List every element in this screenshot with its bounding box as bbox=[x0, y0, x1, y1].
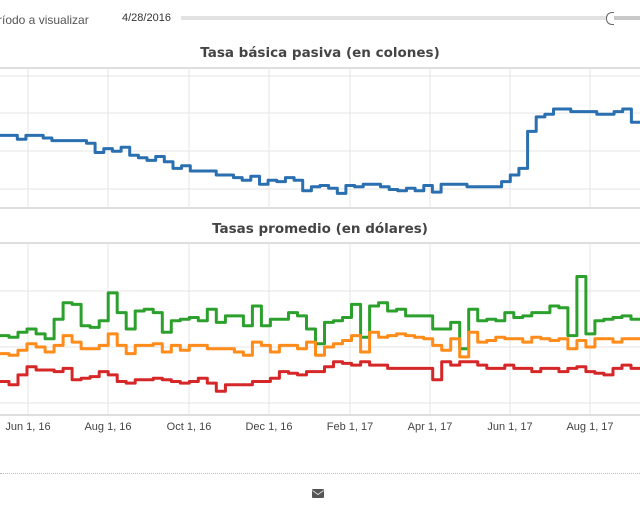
x-tick-label: Aug 1, 17 bbox=[566, 421, 613, 433]
footer-divider bbox=[0, 473, 640, 474]
x-tick-label: Aug 1, 16 bbox=[84, 421, 131, 433]
series-line-green bbox=[0, 275, 640, 351]
start-date-label: 4/28/2016 bbox=[122, 12, 171, 24]
chart2-title: Tasas promedio (en dólares) bbox=[212, 221, 428, 237]
period-slider-track[interactable] bbox=[181, 16, 640, 20]
x-tick-label: Jun 1, 16 bbox=[5, 421, 50, 433]
series-line-tasa-básica-pasiva bbox=[0, 107, 640, 195]
chart1-title: Tasa básica pasiva (en colones) bbox=[200, 45, 440, 61]
x-tick-label: Apr 1, 17 bbox=[408, 421, 453, 433]
chart1-plot bbox=[0, 67, 640, 209]
x-tick-label: Dec 1, 16 bbox=[245, 421, 292, 433]
x-tick-label: Jun 1, 17 bbox=[487, 421, 532, 433]
x-tick-label: Feb 1, 17 bbox=[327, 421, 373, 433]
period-label: ríodo a visualizar bbox=[0, 13, 89, 27]
period-slider-handle[interactable] bbox=[606, 12, 614, 25]
series-line-red bbox=[0, 360, 640, 393]
period-slider-fill bbox=[613, 16, 640, 20]
series-line-orange bbox=[0, 330, 640, 359]
envelope-icon[interactable] bbox=[312, 489, 324, 498]
x-tick-label: Oct 1, 16 bbox=[167, 421, 212, 433]
chart2-plot: Jun 1, 16 Aug 1, 16 Oct 1, 16 Dec 1, 16 Feb … bbox=[0, 242, 640, 433]
